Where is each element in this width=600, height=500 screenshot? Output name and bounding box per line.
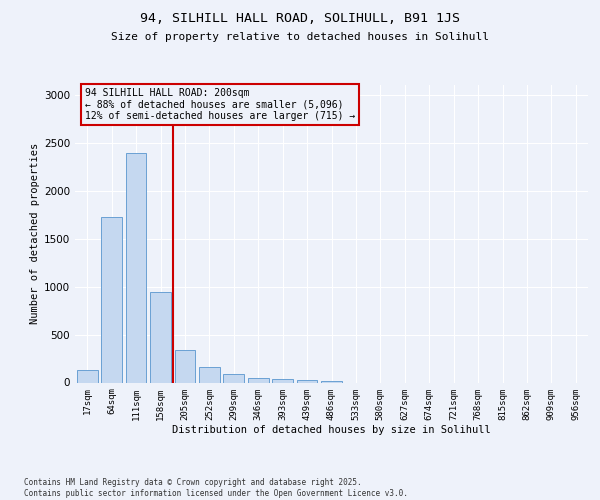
Bar: [272, 378, 293, 382]
Bar: [125, 153, 146, 382]
Bar: [296, 380, 317, 382]
Bar: [77, 370, 98, 382]
Bar: [321, 381, 342, 382]
Bar: [223, 374, 244, 382]
Bar: [150, 292, 171, 382]
X-axis label: Distribution of detached houses by size in Solihull: Distribution of detached houses by size …: [172, 425, 491, 435]
Text: Contains HM Land Registry data © Crown copyright and database right 2025.
Contai: Contains HM Land Registry data © Crown c…: [24, 478, 408, 498]
Bar: [101, 218, 122, 382]
Bar: [199, 367, 220, 382]
Text: 94 SILHILL HALL ROAD: 200sqm
← 88% of detached houses are smaller (5,096)
12% of: 94 SILHILL HALL ROAD: 200sqm ← 88% of de…: [85, 88, 356, 121]
Bar: [248, 378, 269, 382]
Text: Size of property relative to detached houses in Solihull: Size of property relative to detached ho…: [111, 32, 489, 42]
Bar: [175, 350, 196, 382]
Text: 94, SILHILL HALL ROAD, SOLIHULL, B91 1JS: 94, SILHILL HALL ROAD, SOLIHULL, B91 1JS: [140, 12, 460, 26]
Y-axis label: Number of detached properties: Number of detached properties: [30, 143, 40, 324]
